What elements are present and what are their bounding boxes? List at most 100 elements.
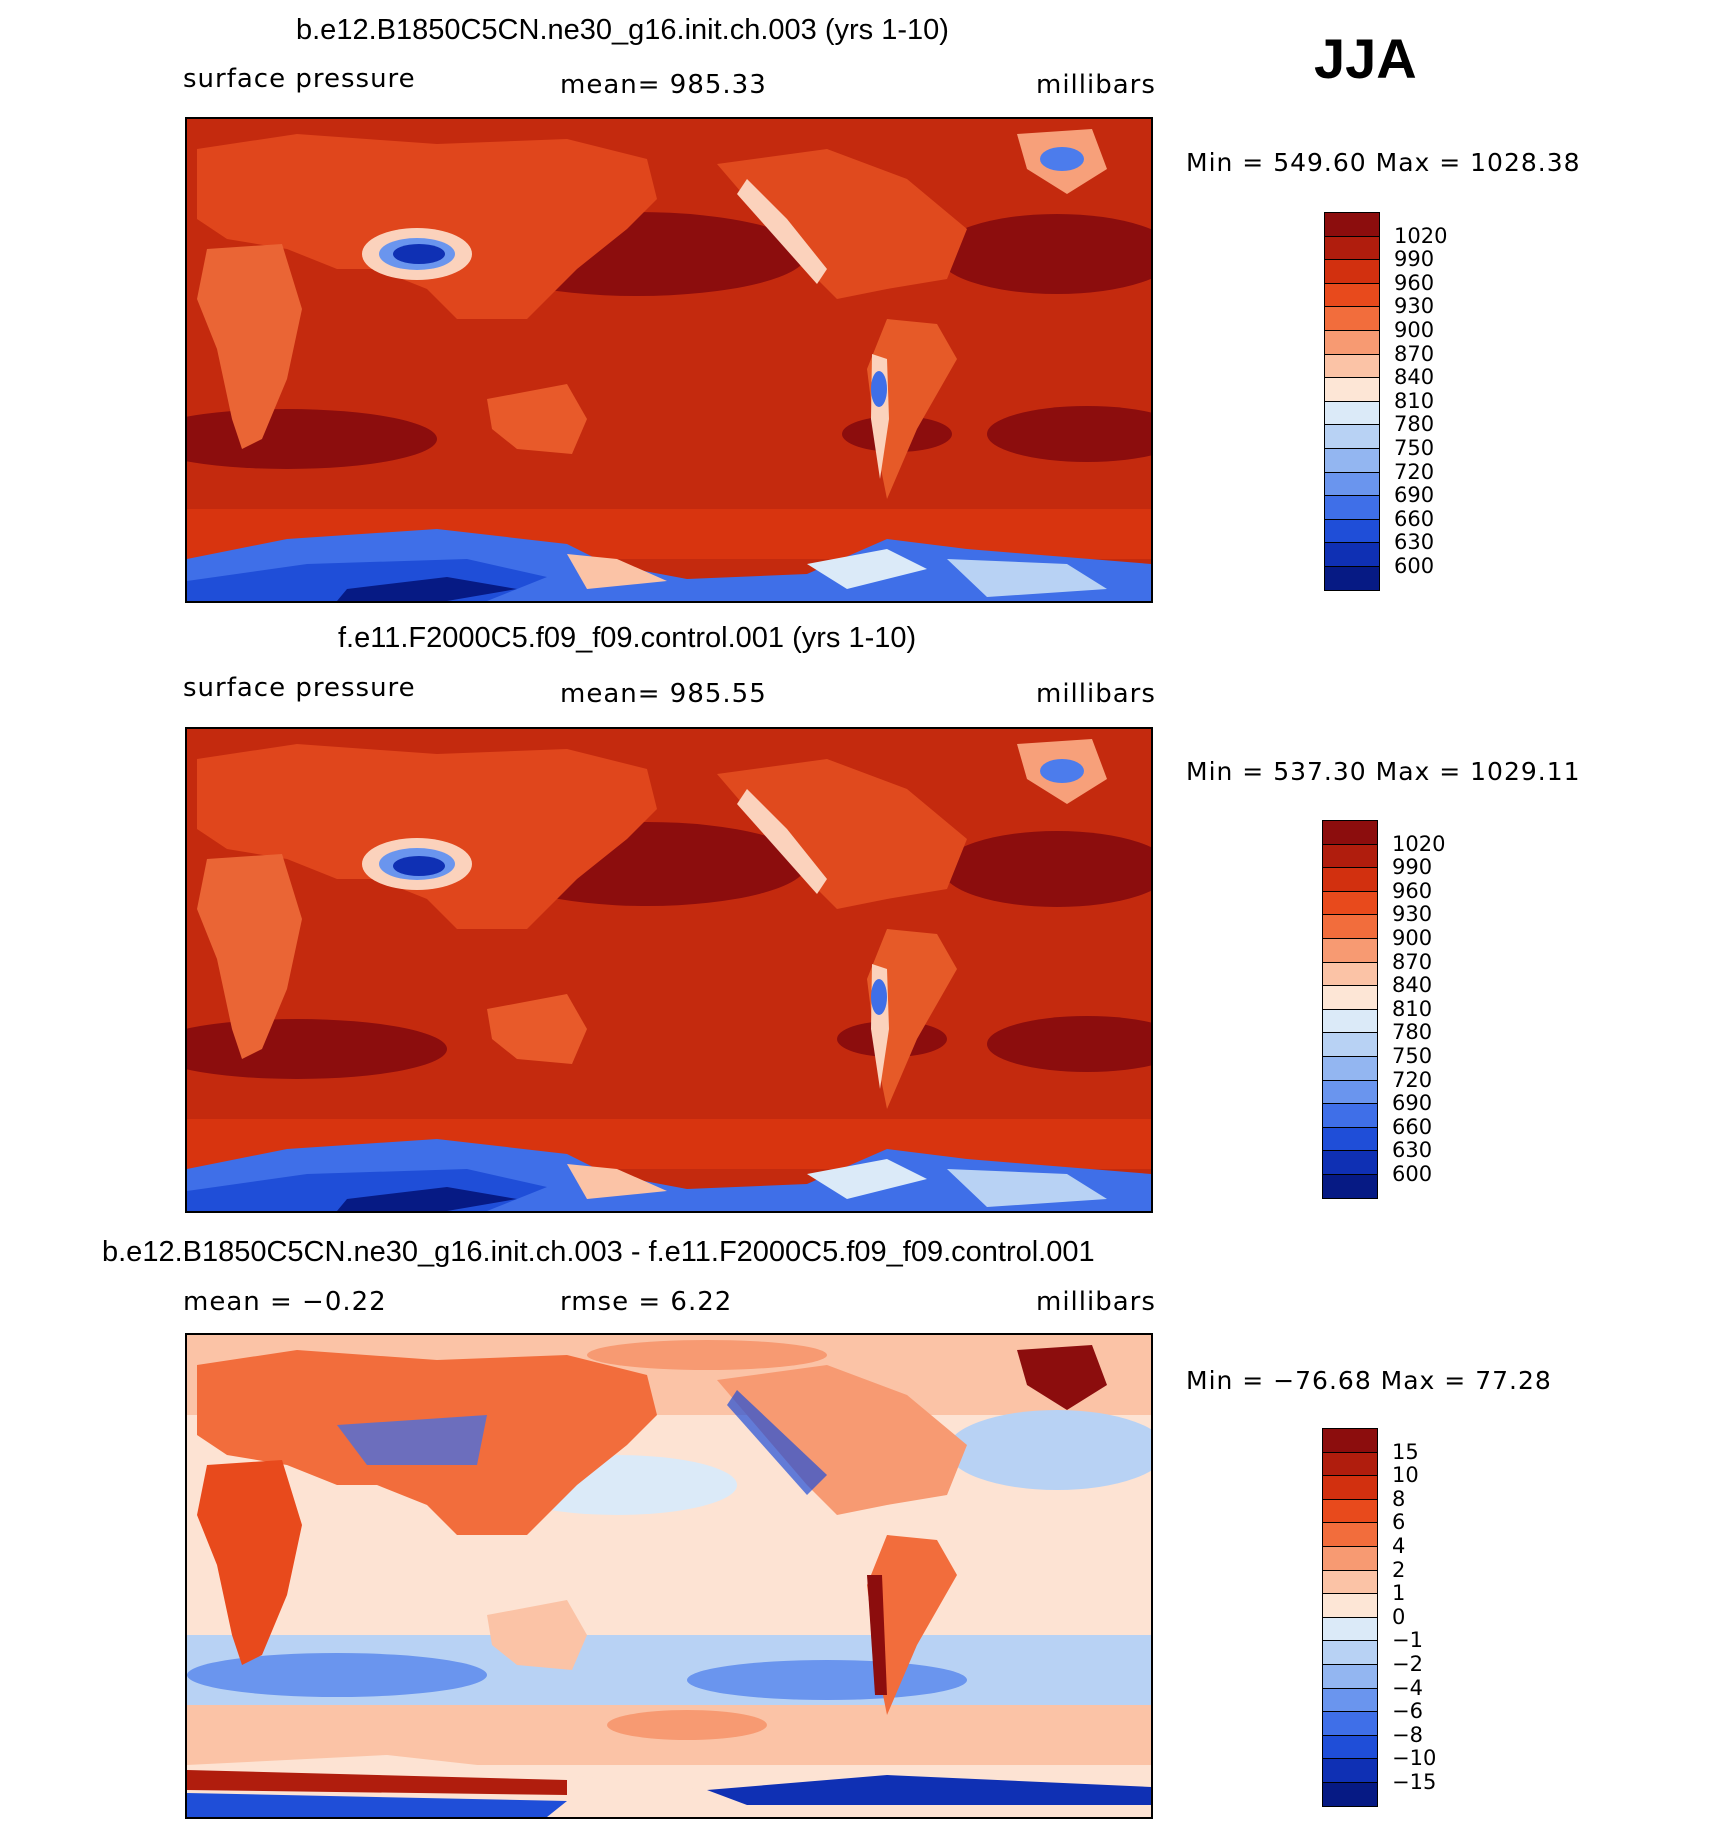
- colorbar-1-swatches: 1020 990 960 930 900 870 840 810 780 750 720 690 660…: [1324, 212, 1464, 592]
- colorbar-2-swatch: [1322, 1032, 1378, 1058]
- australia: [487, 1600, 587, 1670]
- panel-1-map: [185, 117, 1153, 603]
- north-america: [717, 759, 967, 909]
- colorbar-1-label: 960: [1394, 270, 1435, 295]
- colorbar-2-label: 900: [1392, 926, 1433, 950]
- colorbar-3: 15 10 8 6 4 2 1 0 −1 −2 −4 −6 −8 −10 −15: [1322, 1428, 1462, 1808]
- colorbar-3-swatch: [1322, 1498, 1378, 1524]
- antarctic-east-negative: [707, 1775, 1151, 1805]
- colorbar-2: 1020 990 960 930 900 870 840 810 780 750 720 690 660…: [1322, 820, 1462, 1200]
- colorbar-3-swatch: [1322, 1711, 1378, 1737]
- colorbar-3-label: 8: [1392, 1486, 1406, 1511]
- panel-3-minmax: Min = −76.68 Max = 77.28: [1186, 1366, 1552, 1395]
- colorbar-2-label: 810: [1392, 996, 1433, 1021]
- colorbar-1-label: 870: [1394, 341, 1435, 366]
- colorbar-2-swatch: [1322, 1056, 1378, 1082]
- colorbar-2-swatch: [1322, 1079, 1378, 1105]
- colorbar-1-swatch: [1324, 400, 1380, 426]
- colorbar-2-swatches: 1020 990 960 930 900 870 840 810 780 750 720 690 660…: [1322, 820, 1462, 1200]
- colorbar-3-swatch: [1322, 1522, 1378, 1548]
- colorbar-2-swatch: [1322, 961, 1378, 987]
- season-label: JJA: [1314, 27, 1417, 90]
- colorbar-3-label: −8: [1392, 1722, 1423, 1747]
- colorbar-1-swatch: [1324, 566, 1380, 592]
- antarctica-coast-1: [567, 1164, 667, 1199]
- panel-3-map: [185, 1333, 1153, 1819]
- panel-3-title: b.e12.B1850C5CN.ne30_g16.init.ch.003 - f…: [102, 1236, 1095, 1268]
- colorbar-3-swatches: 15 10 8 6 4 2 1 0 −1 −2 −4 −6 −8 −10 −15: [1322, 1428, 1462, 1808]
- south-america: [867, 319, 957, 499]
- panel-1-mean-label: mean= 985.33: [560, 70, 767, 100]
- antarctic-interior-negative: [187, 1793, 567, 1817]
- africa: [197, 854, 302, 1059]
- colorbar-2-swatch: [1322, 820, 1378, 846]
- colorbar-3-label: −1: [1392, 1628, 1423, 1653]
- north-atlantic-negative: [947, 1410, 1151, 1490]
- colorbar-3-label: 0: [1392, 1604, 1406, 1629]
- colorbar-1-label: 840: [1394, 365, 1435, 390]
- colorbar-3-label: 1: [1392, 1581, 1406, 1606]
- colorbar-1-swatch: [1324, 448, 1380, 474]
- panel-1-units-label: millibars: [1036, 70, 1156, 100]
- south-atlantic-high: [987, 1016, 1151, 1072]
- colorbar-1-swatch: [1324, 518, 1380, 544]
- colorbar-2-label: 720: [1392, 1067, 1433, 1092]
- colorbar-3-swatch: [1322, 1616, 1378, 1642]
- colorbar-1-label: 810: [1394, 388, 1435, 413]
- panel-2-title: f.e11.F2000C5.f09_f09.control.001 (yrs 1…: [338, 622, 917, 654]
- greenland: [1017, 1345, 1107, 1410]
- africa: [197, 244, 302, 449]
- rockies-negative-patch: [727, 1390, 827, 1495]
- colorbar-3-swatch: [1322, 1451, 1378, 1477]
- panel-1-title: b.e12.B1850C5CN.ne30_g16.init.ch.003 (yr…: [296, 14, 949, 46]
- antarctica-plateau-core: [337, 1187, 517, 1211]
- colorbar-1-label: 660: [1394, 506, 1435, 531]
- tibet-inner: [393, 244, 445, 264]
- colorbar-2-swatch: [1322, 914, 1378, 940]
- greenland-low: [1040, 147, 1084, 171]
- colorbar-1-swatch: [1324, 353, 1380, 379]
- colorbar-2-swatch: [1322, 1008, 1378, 1034]
- antarctica-coast-2: [807, 1159, 927, 1199]
- colorbar-3-swatch: [1322, 1428, 1378, 1454]
- colorbar-3-label: 2: [1392, 1557, 1406, 1582]
- australia: [487, 384, 587, 454]
- colorbar-1-label: 690: [1394, 483, 1435, 508]
- colorbar-3-label: 15: [1392, 1439, 1419, 1464]
- eurasia: [197, 134, 657, 319]
- colorbar-1-swatch: [1324, 424, 1380, 450]
- antarctica-coast-3: [947, 559, 1107, 597]
- colorbar-2-swatch: [1322, 890, 1378, 916]
- panel-1-minmax: Min = 549.60 Max = 1028.38: [1186, 148, 1581, 177]
- colorbar-2-label: 690: [1392, 1091, 1433, 1116]
- colorbar-3-swatch: [1322, 1593, 1378, 1619]
- andes-positive-patch: [867, 1575, 887, 1695]
- colorbar-2-swatch: [1322, 1126, 1378, 1152]
- colorbar-1-swatch: [1324, 495, 1380, 521]
- colorbar-1-label: 750: [1394, 436, 1435, 460]
- africa: [197, 1460, 302, 1665]
- colorbar-2-swatch: [1322, 1174, 1378, 1200]
- colorbar-2-swatch: [1322, 985, 1378, 1011]
- surface-pressure-map-2: [187, 729, 1151, 1211]
- panel-2-map: [185, 727, 1153, 1213]
- antarctica-coast-1: [567, 554, 667, 589]
- colorbar-3-label: −10: [1392, 1746, 1437, 1771]
- colorbar-3-swatch: [1322, 1758, 1378, 1784]
- colorbar-1-swatch: [1324, 542, 1380, 568]
- colorbar-2-label: 600: [1392, 1162, 1433, 1186]
- colorbar-1-label: 900: [1394, 318, 1435, 342]
- colorbar-1-swatch: [1324, 212, 1380, 238]
- altiplano-low: [871, 979, 887, 1015]
- colorbar-2-label: 660: [1392, 1114, 1433, 1139]
- colorbar-2-swatch: [1322, 843, 1378, 869]
- colorbar-1-label: 720: [1394, 459, 1435, 484]
- surface-pressure-difference-map: [187, 1335, 1151, 1817]
- antarctica-plateau-core: [337, 577, 517, 601]
- colorbar-1-label: 780: [1394, 412, 1435, 437]
- eurasia: [197, 744, 657, 929]
- colorbar-3-label: 4: [1392, 1534, 1406, 1558]
- colorbar-2-label: 840: [1392, 973, 1433, 998]
- colorbar-1-label: 990: [1394, 247, 1435, 272]
- south-america: [867, 929, 957, 1109]
